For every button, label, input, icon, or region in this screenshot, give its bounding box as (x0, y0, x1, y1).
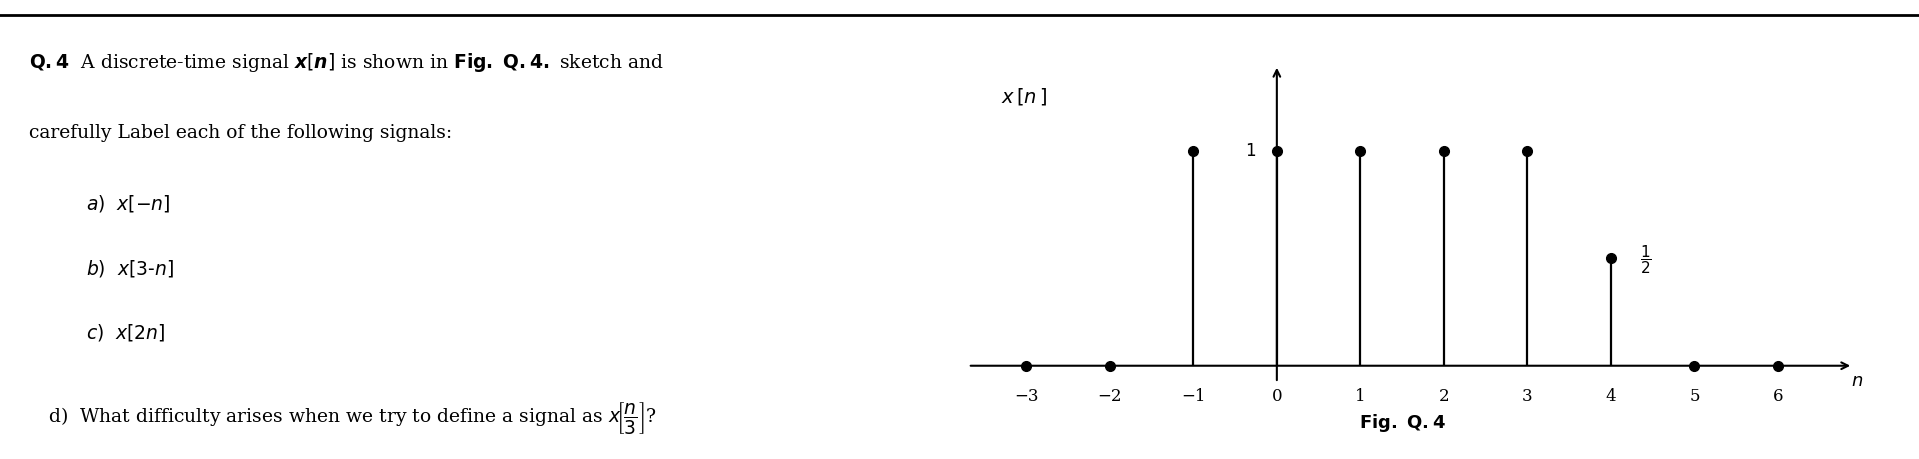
Text: $\mathit{b)}$  $\mathit{x}[3\text{-}\mathit{n}]$: $\mathit{b)}$ $\mathit{x}[3\text{-}\math… (86, 257, 175, 278)
Text: 2: 2 (1439, 387, 1449, 404)
Text: −2: −2 (1098, 387, 1123, 404)
Text: 4: 4 (1606, 387, 1616, 404)
Text: −1: −1 (1180, 387, 1205, 404)
Text: $n$: $n$ (1852, 371, 1863, 389)
Text: 3: 3 (1522, 387, 1533, 404)
Text: $x\,[n\,]$: $x\,[n\,]$ (1002, 86, 1048, 107)
Text: carefully Label each of the following signals:: carefully Label each of the following si… (29, 124, 451, 142)
Text: $\dfrac{1}{2}$: $\dfrac{1}{2}$ (1641, 242, 1652, 275)
Text: 0: 0 (1272, 387, 1282, 404)
Text: $\mathit{c)}$  $\mathit{x}[2\mathit{n}]$: $\mathit{c)}$ $\mathit{x}[2\mathit{n}]$ (86, 321, 165, 342)
Text: d)  What difficulty arises when we try to define a signal as $x\!\left[\dfrac{n}: d) What difficulty arises when we try to… (48, 399, 656, 435)
Text: $\mathit{a)}$  $\mathit{x}[-\mathit{n}]$: $\mathit{a)}$ $\mathit{x}[-\mathit{n}]$ (86, 193, 171, 214)
Text: $\mathbf{Fig.\ Q.4}$: $\mathbf{Fig.\ Q.4}$ (1359, 411, 1445, 433)
Text: 1: 1 (1355, 387, 1366, 404)
Text: $1$: $1$ (1245, 143, 1255, 160)
Text: 6: 6 (1773, 387, 1783, 404)
Text: $\mathbf{Q.4}$  A discrete-time signal $\boldsymbol{x}[\boldsymbol{n}]$ is shown: $\mathbf{Q.4}$ A discrete-time signal $\… (29, 50, 664, 73)
Text: 5: 5 (1689, 387, 1700, 404)
Text: −3: −3 (1013, 387, 1038, 404)
